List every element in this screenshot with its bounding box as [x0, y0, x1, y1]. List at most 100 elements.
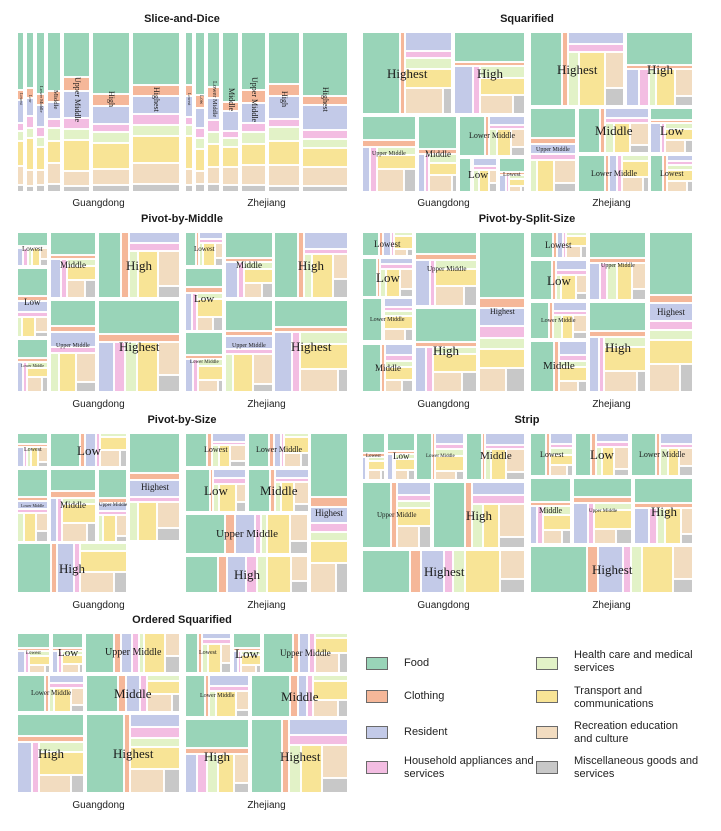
cell-health	[184, 125, 194, 136]
cell-recreation	[614, 447, 630, 469]
treemap-slice-and-dice-zhejiang: Lowest Low Lower Middle Middle Upper Middle H…	[184, 31, 349, 193]
cell-misc	[637, 371, 647, 393]
cell-health	[631, 545, 642, 594]
cell-misc	[236, 502, 247, 513]
cell-resident	[596, 432, 630, 442]
group-label: Lowest	[204, 445, 228, 454]
cell-resident	[51, 651, 58, 674]
cell-food	[184, 555, 218, 594]
treemap-pivot-by-split-size-guangdong: Lowest Low Lower Middle Middle Upper Middle H…	[361, 231, 526, 393]
cell-household	[472, 495, 526, 504]
group-label: Highest	[657, 307, 685, 317]
cell-food	[184, 31, 194, 85]
cell-misc	[42, 377, 49, 393]
cell-misc	[172, 694, 181, 713]
cell-resident	[194, 108, 206, 128]
cell-transport	[240, 144, 267, 165]
group-label: Lowest	[545, 240, 572, 250]
cell-household	[267, 119, 301, 127]
cell-household	[426, 347, 433, 393]
cell-misc	[333, 279, 349, 299]
cell-food	[16, 632, 51, 648]
cell-misc	[71, 775, 85, 794]
cell-misc	[301, 186, 349, 193]
cell-misc	[567, 465, 574, 477]
legend-label-health: Health care and medical services	[574, 649, 693, 674]
cell-resident	[529, 506, 537, 545]
cell-misc	[46, 184, 62, 193]
cell-misc	[675, 96, 694, 107]
cell-food	[361, 432, 386, 453]
cell-transport	[27, 368, 49, 377]
cell-household	[184, 117, 194, 125]
cell-recreation	[550, 465, 567, 477]
cell-food	[588, 301, 647, 331]
cell-resident	[49, 674, 85, 683]
legend-swatch-transport	[536, 690, 558, 703]
group-label: High	[466, 508, 492, 523]
cell-recreation	[543, 530, 562, 545]
group-label: Lower Middle	[541, 318, 576, 324]
cell-food	[250, 718, 282, 794]
group-label: Middle	[60, 260, 86, 270]
cell-misc	[184, 185, 194, 193]
cell-misc	[213, 317, 224, 332]
cell-resident	[489, 115, 526, 125]
cell-transport	[642, 545, 673, 594]
legend-swatch-recreation	[536, 726, 558, 739]
group-label: Low	[77, 443, 101, 458]
treemap-ordered-squarified-zhejiang: Lowest Low Upper Middle Lower Middle Middle H…	[184, 632, 349, 794]
cell-food	[25, 31, 35, 88]
group-label: High	[204, 749, 230, 764]
cell-food	[184, 718, 250, 748]
cell-recreation	[377, 169, 404, 193]
cell-misc	[614, 469, 630, 477]
cell-resident	[417, 154, 425, 193]
cell-misc	[562, 530, 572, 545]
cell-recreation	[184, 169, 194, 185]
treemap-strip-guangdong: Lowest Low Lower Middle Middle Upper Middle H…	[361, 432, 526, 594]
group-label: Lower Middle	[591, 169, 637, 178]
cell-transport	[91, 143, 131, 169]
cell-recreation	[25, 170, 35, 186]
group-label: Low	[28, 95, 33, 103]
cell-resident	[559, 340, 588, 355]
cell-transport	[579, 52, 605, 107]
cell-recreation	[435, 286, 464, 307]
cell-misc	[114, 572, 128, 594]
cell-health	[16, 513, 24, 543]
cell-misc	[513, 95, 526, 115]
cell-recreation	[215, 243, 224, 258]
group-label: Lowest	[366, 454, 381, 459]
cell-misc	[407, 249, 414, 257]
group-label: Middle	[375, 363, 401, 373]
cell-recreation	[35, 170, 46, 185]
cell-resident	[212, 432, 247, 442]
cell-misc	[404, 169, 417, 193]
cell-food	[572, 477, 633, 497]
region-label-guangdong: Guangdong	[417, 399, 470, 410]
cell-recreation	[197, 317, 213, 332]
cell-resident	[380, 257, 414, 264]
cell-resident	[16, 742, 32, 794]
cell-food	[49, 432, 80, 468]
group-label: High	[433, 343, 459, 358]
cell-resident	[414, 347, 426, 393]
cell-food	[91, 31, 131, 94]
cell-food	[97, 468, 128, 498]
legend-swatch-health	[536, 657, 558, 670]
group-label: Middle	[543, 360, 575, 372]
cell-food	[386, 432, 416, 451]
cell-recreation	[489, 170, 498, 183]
cell-transport	[208, 644, 221, 674]
cell-transport	[25, 138, 35, 170]
cell-resident	[667, 154, 694, 161]
cell-food	[128, 432, 181, 473]
cell-health	[46, 128, 62, 141]
cell-transport	[537, 160, 554, 193]
cell-health	[622, 154, 650, 161]
cell-food	[16, 542, 51, 594]
cell-misc	[158, 375, 181, 393]
cell-misc	[500, 579, 526, 594]
cell-recreation	[500, 549, 526, 579]
